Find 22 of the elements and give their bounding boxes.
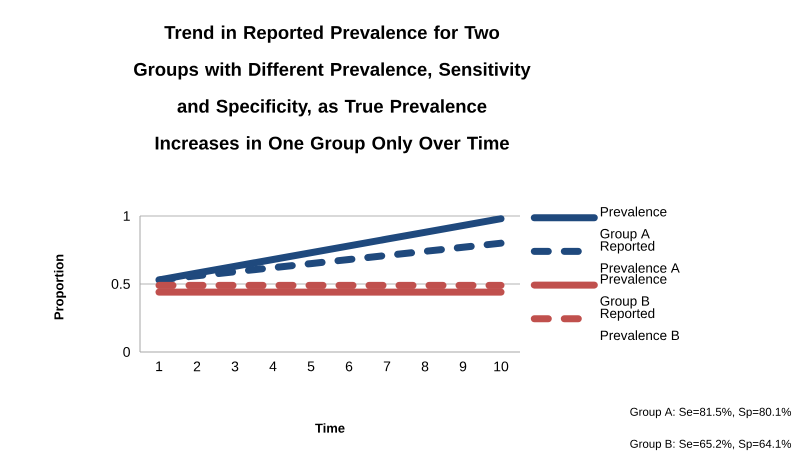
x-tick-label: 7	[384, 362, 390, 372]
x-tick-label: 8	[422, 361, 428, 372]
text: Group A: Se=81.5%, Sp=80.1%	[630, 408, 792, 418]
x-tick-label: 10	[494, 361, 508, 372]
legend-label: Prevalence Group B	[600, 274, 666, 308]
x-tick-label: 3	[232, 361, 238, 372]
x-axis-title: Time	[315, 423, 345, 433]
x-tick-label: 1	[156, 362, 162, 372]
chart-title: Trend in Reported Prevalence for Two Groups with Different Prevalence, Sensitivity and Specificity, as True Prevalence Increases in One Group Only Over Time	[134, 26, 531, 154]
x-tick-label: 9	[460, 361, 466, 372]
x-tick-label: 5	[308, 362, 314, 372]
legend-label: Reported Prevalence B	[600, 308, 680, 340]
legend-label: Reported Prevalence A	[600, 240, 680, 273]
y-tick-label: 0.5	[112, 279, 130, 289]
text: Group B: Se=65.2%, Sp=64.1%	[630, 440, 792, 450]
y-axis-title: Proportion	[54, 254, 66, 320]
y-tick-label: 1	[124, 211, 130, 221]
x-tick-label: 6	[346, 361, 352, 372]
x-tick-label: 2	[194, 361, 200, 372]
y-tick-label: 0	[123, 347, 130, 357]
x-tick-label: 4	[269, 362, 276, 372]
legend-label: Prevalence Group A	[600, 206, 666, 242]
